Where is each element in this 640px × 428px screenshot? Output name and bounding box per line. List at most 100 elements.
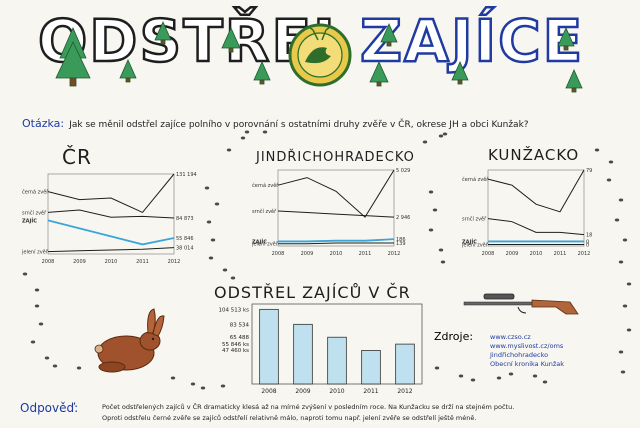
x-tick-label: 2012	[168, 259, 181, 265]
pine-tree-icon	[154, 21, 172, 45]
series-line	[47, 209, 175, 219]
y-tick-label: 47 460 ks	[222, 348, 249, 354]
x-tick-label: 2008	[272, 251, 285, 257]
footprint	[206, 220, 212, 224]
source-item: Obecní kronika Kunžak	[490, 360, 565, 368]
footprint	[620, 370, 626, 374]
footprint	[428, 228, 434, 232]
x-tick-label: 2008	[482, 251, 495, 257]
question-text: Jak se měnil odstřel zajíce polního v po…	[69, 120, 529, 130]
pine-tree-icon	[557, 27, 575, 51]
footprint	[608, 160, 614, 164]
footprint	[432, 208, 438, 212]
footprint	[438, 248, 444, 252]
series-label: černá zvěř	[22, 189, 49, 196]
footprint	[594, 148, 600, 152]
x-tick-label: 2009	[506, 251, 519, 257]
footprint	[34, 288, 40, 292]
footprint	[208, 256, 214, 260]
footprint	[626, 282, 632, 286]
pine-tree-icon	[369, 61, 389, 87]
footprint	[622, 304, 628, 308]
pine-tree-icon	[221, 27, 241, 53]
x-tick-label: 2011	[136, 259, 149, 265]
rifle-drawing	[463, 293, 579, 315]
series-line	[487, 218, 585, 236]
series-line	[47, 219, 175, 246]
source-item: Jindřichohradecko	[490, 351, 549, 359]
footprint	[214, 202, 220, 206]
series-label: černá zvěř	[462, 176, 489, 183]
series-end-value: 5 029	[396, 168, 410, 174]
line-chart-cr: 2008 2009 2010 2011 2012 černá zvěř 131 194 srn…	[21, 172, 197, 265]
x-tick-label: 2009	[73, 259, 86, 265]
bar	[327, 336, 347, 385]
footprint	[262, 130, 268, 134]
pine-tree-icon	[380, 23, 398, 47]
pine-tree-icon	[565, 69, 583, 93]
footprint	[442, 132, 448, 136]
footprint	[470, 378, 476, 382]
answer-label: Odpověď:	[20, 401, 79, 415]
x-tick-label: 2009	[301, 251, 314, 257]
series-line	[47, 173, 175, 214]
footprint	[210, 238, 216, 242]
x-tick-label: 2011	[554, 251, 567, 257]
x-tick-label: 2010	[330, 251, 343, 257]
footprint	[204, 186, 210, 190]
question-row: Otázka: Jak se měnil odstřel zajíce poln…	[22, 112, 632, 131]
series-end-value: 79	[586, 168, 592, 174]
footprint	[440, 260, 446, 264]
footprint	[222, 268, 228, 272]
x-tick-label: 2012	[397, 388, 412, 395]
footprint	[34, 304, 40, 308]
series-line	[277, 169, 395, 218]
series-label: jelení zvěř	[251, 241, 279, 248]
chart-title-cr: ČR	[62, 145, 92, 169]
footprint	[606, 178, 612, 182]
footprint	[496, 376, 502, 380]
pine-tree-icon	[451, 61, 469, 85]
footprint	[532, 374, 538, 378]
hare-drawing	[94, 308, 165, 373]
series-label: ZAJÍC	[462, 237, 477, 245]
x-tick-label: 2012	[578, 251, 591, 257]
footprint	[230, 276, 236, 280]
series-end-value: 2 946	[396, 215, 410, 221]
footprint	[622, 238, 628, 242]
footprint	[458, 374, 464, 378]
y-tick-label: 104 513 ks	[218, 307, 249, 313]
chart-title-jh: JINDŘICHOHRADECKO	[256, 150, 415, 165]
plot-frame	[47, 173, 175, 255]
x-tick-label: 2012	[388, 251, 401, 257]
source-item: www.myslivost.cz/oms	[490, 342, 564, 350]
series-label: černá zvěř	[252, 182, 279, 189]
hunting-emblem-icon	[288, 23, 352, 87]
x-tick-label: 2008	[261, 388, 276, 395]
y-tick-label: 55 846 ks	[222, 342, 249, 348]
series-line	[278, 238, 395, 243]
series-label: jelení zvěř	[461, 241, 489, 248]
series-label: ZAJÍC	[252, 237, 267, 245]
series-end-value: 139	[396, 241, 406, 247]
answer-line-2: Oproti odstřelu černé zvěře se zajíců od…	[102, 414, 477, 422]
series-line	[487, 169, 585, 213]
chart-title-kunzak: KUNŽACKO	[488, 146, 580, 164]
series-end-value: 18	[586, 233, 592, 239]
footprint	[240, 136, 246, 140]
series-end-value: 186	[396, 237, 406, 243]
footprint	[244, 130, 250, 134]
series-end-value: 55 846	[176, 236, 194, 242]
plot-frame	[487, 169, 585, 247]
footprint	[190, 382, 196, 386]
series-line	[278, 242, 394, 245]
bar	[361, 350, 381, 385]
series-label: srnčí zvěř	[462, 216, 487, 223]
pine-tree-icon	[119, 59, 137, 83]
pine-tree-icon	[253, 61, 271, 85]
pine-tree-icon	[55, 26, 91, 87]
x-tick-label: 2009	[295, 388, 310, 395]
series-label: srnčí zvěř	[22, 209, 47, 216]
footprint	[30, 340, 36, 344]
